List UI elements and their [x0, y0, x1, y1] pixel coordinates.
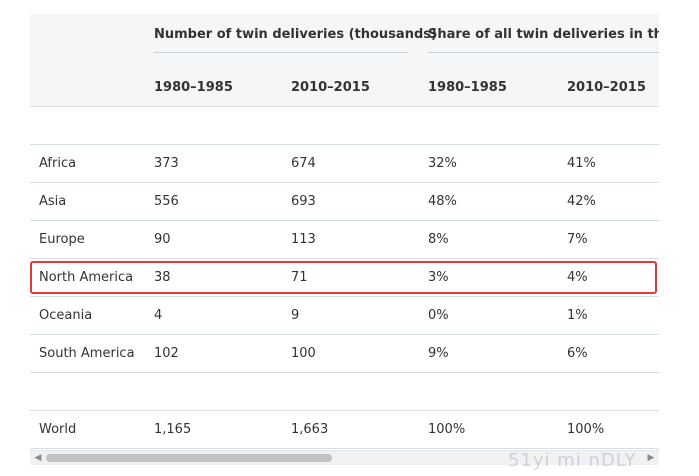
table-row: Oceania 4 9 0% 1%	[30, 297, 659, 335]
share-2010-cell: 6%	[567, 346, 588, 361]
group-underline-count	[154, 52, 408, 53]
watermark: 51yi mi nDLY	[508, 450, 637, 471]
group-underline-share	[428, 52, 659, 53]
horizontal-scrollbar[interactable]: ◀ ▶	[30, 450, 659, 465]
count-2010-cell: 1,663	[291, 422, 329, 437]
count-1980-cell: 90	[154, 232, 171, 247]
share-1980-cell: 0%	[428, 308, 449, 323]
share-1980-cell: 8%	[428, 232, 449, 247]
share-2010-cell: 7%	[567, 232, 588, 247]
share-1980-cell: 9%	[428, 346, 449, 361]
count-1980-cell: 556	[154, 194, 179, 209]
region-cell: Africa	[39, 156, 77, 171]
table-row: Africa 373 674 32% 41%	[30, 145, 659, 183]
count-2010-cell: 9	[291, 308, 300, 323]
count-2010-cell: 674	[291, 156, 316, 171]
count-1980-cell: 102	[154, 346, 179, 361]
region-cell: South America	[39, 346, 135, 361]
count-1980-cell: 38	[154, 270, 171, 285]
share-2010-cell: 4%	[567, 270, 588, 285]
count-1980-cell: 4	[154, 308, 163, 323]
table-row: Asia 556 693 48% 42%	[30, 183, 659, 221]
group-header-count: Number of twin deliveries (thousands)	[154, 26, 437, 42]
scroll-right-arrow-icon[interactable]: ▶	[647, 453, 655, 463]
scrollbar-thumb[interactable]	[46, 454, 332, 462]
table-row: South America 102 100 9% 6%	[30, 335, 659, 373]
region-cell: Asia	[39, 194, 67, 209]
count-2010-cell: 100	[291, 346, 316, 361]
count-2010-cell: 693	[291, 194, 316, 209]
sub-header-row: 1980–1985 2010–2015 1980–1985 2010–2015	[30, 68, 659, 107]
spacer-row	[30, 107, 659, 145]
share-2010-cell: 1%	[567, 308, 588, 323]
scroll-left-arrow-icon[interactable]: ◀	[34, 453, 42, 463]
table-row: Europe 90 113 8% 7%	[30, 221, 659, 259]
share-1980-cell: 32%	[428, 156, 457, 171]
region-cell: Oceania	[39, 308, 93, 323]
group-header-share: Share of all twin deliveries in the w	[428, 26, 659, 42]
group-header-row: Number of twin deliveries (thousands) Sh…	[30, 14, 659, 69]
count-2010-cell: 113	[291, 232, 316, 247]
data-table: Number of twin deliveries (thousands) Sh…	[30, 14, 659, 450]
share-2010-cell: 100%	[567, 422, 605, 437]
sub-header-share-2010: 2010–2015	[567, 79, 646, 95]
region-cell: World	[39, 422, 77, 437]
sub-header-share-1980: 1980–1985	[428, 79, 507, 95]
region-cell: North America	[39, 270, 134, 285]
share-1980-cell: 48%	[428, 194, 457, 209]
row-highlight-box	[30, 261, 657, 294]
count-1980-cell: 1,165	[154, 422, 192, 437]
share-1980-cell: 100%	[428, 422, 466, 437]
share-2010-cell: 41%	[567, 156, 596, 171]
total-row: World 1,165 1,663 100% 100%	[30, 411, 659, 449]
share-2010-cell: 42%	[567, 194, 596, 209]
count-2010-cell: 71	[291, 270, 308, 285]
share-1980-cell: 3%	[428, 270, 449, 285]
region-cell: Europe	[39, 232, 85, 247]
sub-header-count-2010: 2010–2015	[291, 79, 370, 95]
table-row-highlighted: North America 38 71 3% 4%	[30, 259, 659, 297]
sub-header-count-1980: 1980–1985	[154, 79, 233, 95]
count-1980-cell: 373	[154, 156, 179, 171]
spacer-row	[30, 373, 659, 411]
